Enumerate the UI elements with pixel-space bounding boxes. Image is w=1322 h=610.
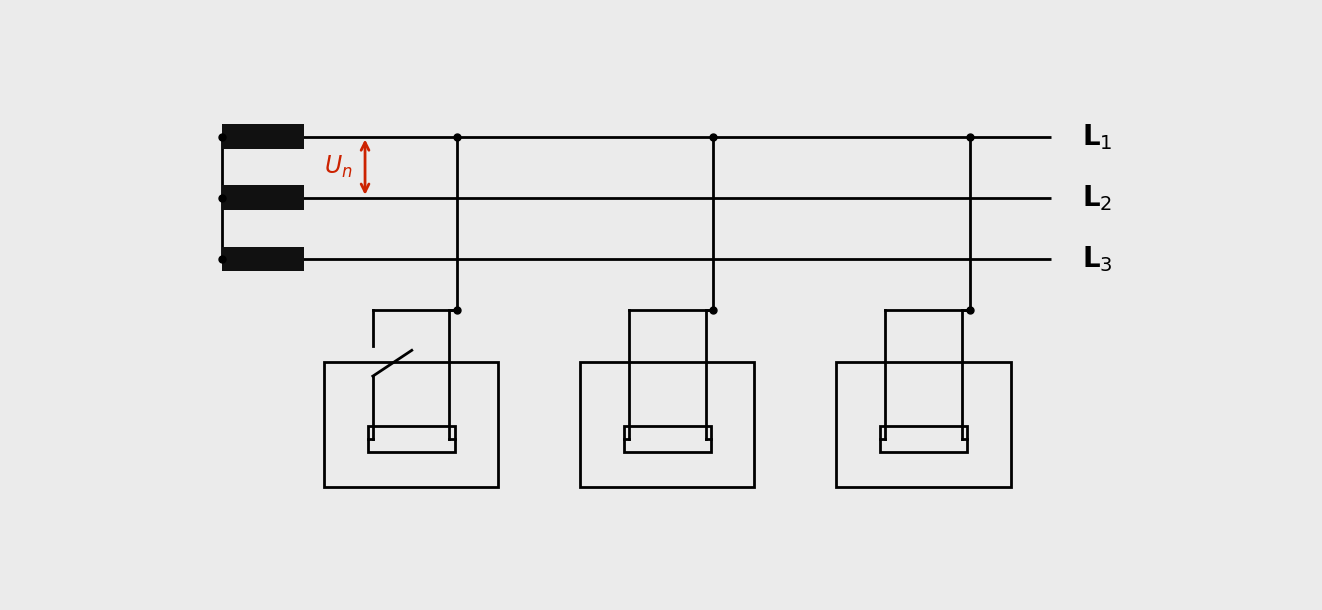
Bar <box>624 426 711 452</box>
Bar <box>222 124 304 149</box>
Text: L$_3$: L$_3$ <box>1083 244 1113 274</box>
Bar <box>324 362 498 487</box>
Bar <box>222 185 304 210</box>
Bar <box>880 426 966 452</box>
Text: L$_2$: L$_2$ <box>1083 183 1113 212</box>
Text: L$_1$: L$_1$ <box>1083 122 1113 151</box>
Bar <box>368 426 455 452</box>
Bar <box>580 362 755 487</box>
Text: $U_n$: $U_n$ <box>324 154 353 180</box>
Bar <box>222 246 304 271</box>
Bar <box>837 362 1010 487</box>
